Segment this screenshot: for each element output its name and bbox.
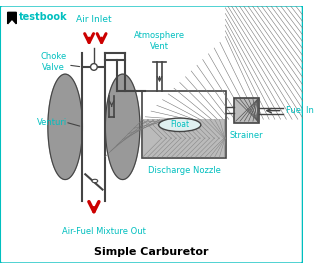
Bar [143,119,225,157]
Polygon shape [48,74,82,179]
Text: Venturi: Venturi [37,118,67,126]
FancyBboxPatch shape [0,6,303,263]
Ellipse shape [92,179,98,183]
Bar [234,98,259,123]
Text: Atmosphere
Vent: Atmosphere Vent [133,31,185,51]
Text: Discharge Nozzle: Discharge Nozzle [148,166,220,175]
Ellipse shape [159,118,201,132]
Text: testbook: testbook [19,12,68,22]
Text: Simple Carburetor: Simple Carburetor [94,247,209,257]
Text: Strainer: Strainer [229,131,263,140]
Text: Air Inlet: Air Inlet [76,15,112,24]
Polygon shape [106,74,140,179]
Text: Air-Fuel Mixture Out: Air-Fuel Mixture Out [62,227,145,236]
Bar [142,91,226,158]
Circle shape [91,63,97,70]
Text: Choke
Valve: Choke Valve [40,52,67,72]
Polygon shape [8,12,16,24]
Text: Fuel In: Fuel In [286,106,313,115]
Text: Float: Float [170,120,189,129]
